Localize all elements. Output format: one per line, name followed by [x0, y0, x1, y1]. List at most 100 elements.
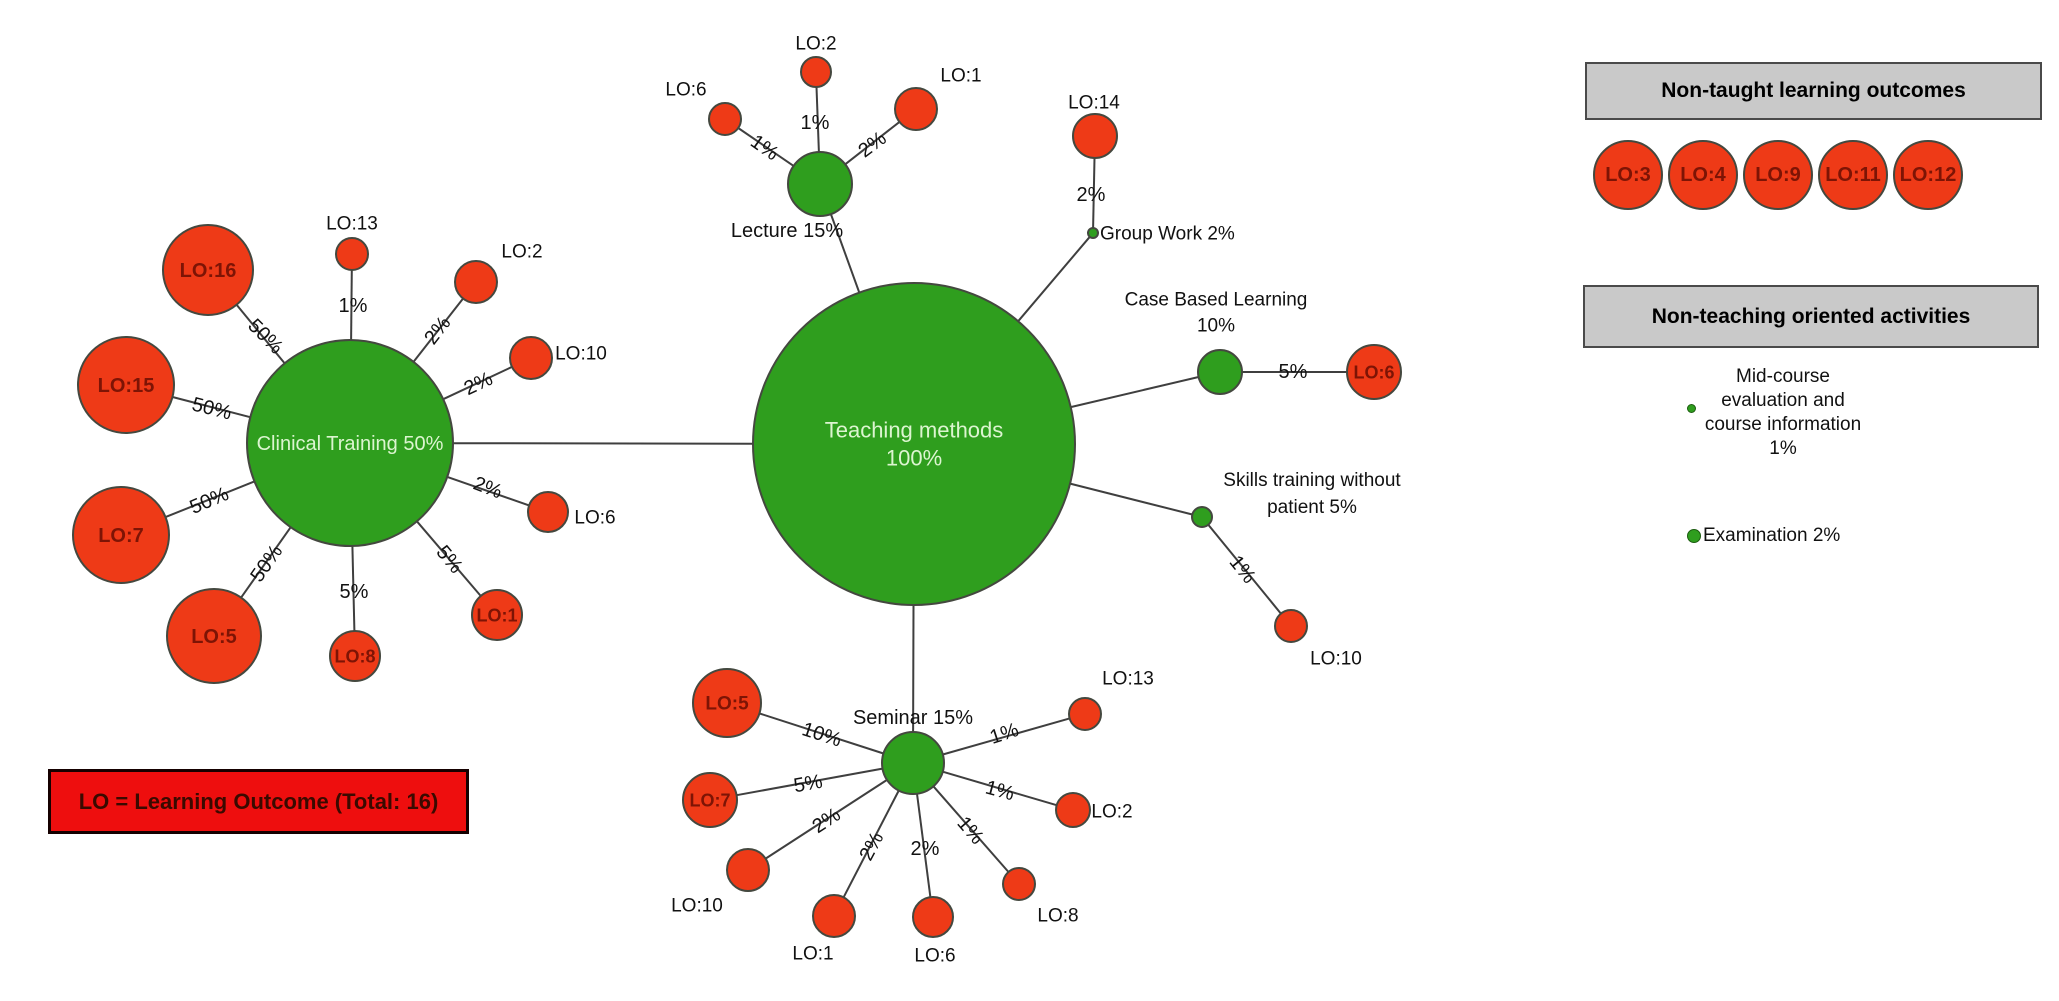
edge-clinical-teaching: [452, 442, 754, 445]
non-taught-circles: LO:3 LO:4 LO:9 LO:11 LO:12: [1593, 140, 1963, 210]
edge-groupwork-lo14: [1092, 157, 1096, 229]
node-cl-lo5: [166, 588, 262, 684]
edge-clinical-cl-lo16: [235, 304, 286, 365]
label-cl-lo15: LO:15: [98, 375, 155, 397]
mid-course-item: Mid-course evaluation and course informati…: [1653, 365, 1913, 461]
edge-teaching-lecture: [829, 213, 861, 293]
label-cl-lo6: LO:6: [574, 508, 615, 529]
edge-clinical-cl-lo15: [172, 396, 251, 419]
examination-label: Examination 2%: [1703, 525, 1841, 546]
non-taught-header: Non-taught learning outcomes: [1585, 62, 2042, 120]
edge-seminar-sem-lo7: [736, 767, 883, 797]
edge-teaching-groupwork: [1017, 236, 1091, 322]
edge-label-clinical-cl-lo15: 50%: [190, 393, 234, 424]
edge-clinical-cl-lo8: [351, 545, 356, 632]
lo-key-box: LO = Learning Outcome (Total: 16): [48, 769, 469, 834]
edge-clinical-cl-lo2: [412, 297, 464, 363]
edge-label-clinical-cl-lo10: 2%: [461, 368, 497, 400]
label-cl-lo10: LO:10: [555, 344, 607, 365]
label-sem-lo6: LO:6: [914, 946, 955, 967]
mid-course-line: course information: [1704, 414, 1862, 435]
edge-teaching-skills: [1069, 482, 1193, 516]
edge-label-lecture-lec-lo6: 1%: [746, 131, 782, 166]
examination-item: Examination 2%: [1687, 525, 1840, 547]
edge-label-seminar-sem-lo6: 2%: [911, 838, 940, 860]
node-casebased: [1197, 349, 1243, 395]
label-cl-lo2: LO:2: [501, 242, 542, 263]
node-cl-lo10: [509, 336, 553, 380]
label-lec-lo6: LO:6: [665, 80, 706, 101]
label-sem-lo1: LO:1: [792, 944, 833, 965]
label-sem-lo2: LO:2: [1091, 802, 1132, 823]
edge-label-casebased-cb-lo6: 5%: [1279, 361, 1308, 383]
edge-seminar-sem-lo1: [842, 790, 900, 898]
node-lec-lo1: [894, 87, 938, 131]
node-sem-lo8: [1002, 867, 1036, 901]
edge-seminar-sem-lo10: [765, 779, 888, 860]
edge-label-seminar-sem-lo10: 2%: [808, 804, 844, 838]
edge-clinical-cl-lo7: [165, 480, 255, 519]
legend-circle-LO-3: LO:3: [1593, 140, 1663, 210]
node-sem-lo10: [726, 848, 770, 892]
non-taught-title: Non-taught learning outcomes: [1661, 79, 1966, 102]
edge-seminar-sem-lo6: [916, 793, 932, 898]
edge-label-clinical-cl-lo13: 1%: [339, 295, 368, 317]
edge-skills-sk-lo10: [1207, 524, 1282, 615]
label-sem-lo5: LO:5: [705, 694, 749, 715]
node-lo14: [1072, 113, 1118, 159]
label-teaching: 100%: [886, 446, 942, 471]
non-teaching-title: Non-teaching oriented activities: [1651, 304, 1971, 328]
edge-clinical-cl-lo1: [416, 520, 482, 597]
label-cl-lo7: LO:7: [98, 525, 144, 547]
node-sem-lo2: [1055, 792, 1091, 828]
edge-label-seminar-sem-lo5: 10%: [799, 718, 844, 751]
node-cl-lo2: [454, 260, 498, 304]
node-clinical: [246, 339, 454, 547]
label-lec-lo1: LO:1: [940, 66, 981, 87]
edge-label-clinical-cl-lo6: 2%: [470, 472, 505, 503]
node-lec-lo6: [708, 102, 742, 136]
node-cl-lo15: [77, 336, 175, 434]
legend-circle-LO-11: LO:11: [1818, 140, 1888, 210]
label-skills: Skills training without: [1223, 470, 1401, 491]
label-sem-lo13: LO:13: [1102, 669, 1154, 690]
edge-label-clinical-cl-lo2: 2%: [420, 312, 455, 348]
node-sem-lo7: [682, 772, 738, 828]
legend-circle-LO-12: LO:12: [1893, 140, 1963, 210]
lo-key-text: LO = Learning Outcome (Total: 16): [78, 788, 439, 814]
label-sem-lo7: LO:7: [689, 790, 730, 810]
examination-dot: [1687, 529, 1701, 543]
node-cb-lo6: [1346, 344, 1402, 400]
edge-seminar-sem-lo8: [932, 785, 1010, 873]
edge-label-groupwork-lo14: 2%: [1077, 184, 1106, 206]
label-casebased: 10%: [1197, 316, 1235, 337]
node-sem-lo6: [912, 896, 954, 938]
node-sk-lo10: [1274, 609, 1308, 643]
edge-seminar-sem-lo13: [942, 717, 1070, 756]
edge-seminar-sem-lo5: [759, 712, 884, 755]
node-teaching: [752, 282, 1076, 606]
label-skills: patient 5%: [1267, 497, 1357, 518]
edge-clinical-cl-lo5: [240, 526, 292, 599]
edge-teaching-casebased: [1070, 376, 1199, 409]
edge-label-seminar-sem-lo7: 5%: [792, 771, 825, 798]
label-seminar: Seminar 15%: [853, 707, 973, 729]
node-lecture: [787, 151, 853, 217]
node-cl-lo7: [72, 486, 170, 584]
node-sem-lo13: [1068, 697, 1102, 731]
mid-course-line: Mid-course: [1736, 366, 1830, 387]
edge-label-clinical-cl-lo5: 50%: [246, 541, 287, 587]
label-lec-lo2: LO:2: [795, 34, 836, 55]
edge-label-seminar-sem-lo1: 2%: [855, 828, 888, 864]
node-skills: [1191, 506, 1213, 528]
edge-clinical-cl-lo6: [446, 475, 530, 507]
edge-lecture-lec-lo6: [737, 127, 795, 167]
node-sem-lo5: [692, 668, 762, 738]
edge-label-clinical-cl-lo7: 50%: [187, 483, 233, 519]
non-teaching-header: Non-teaching oriented activities: [1583, 285, 2039, 348]
edge-label-lecture-lec-lo2: 1%: [801, 112, 830, 134]
legend-circle-LO-4: LO:4: [1668, 140, 1738, 210]
node-cl-lo13: [335, 237, 369, 271]
